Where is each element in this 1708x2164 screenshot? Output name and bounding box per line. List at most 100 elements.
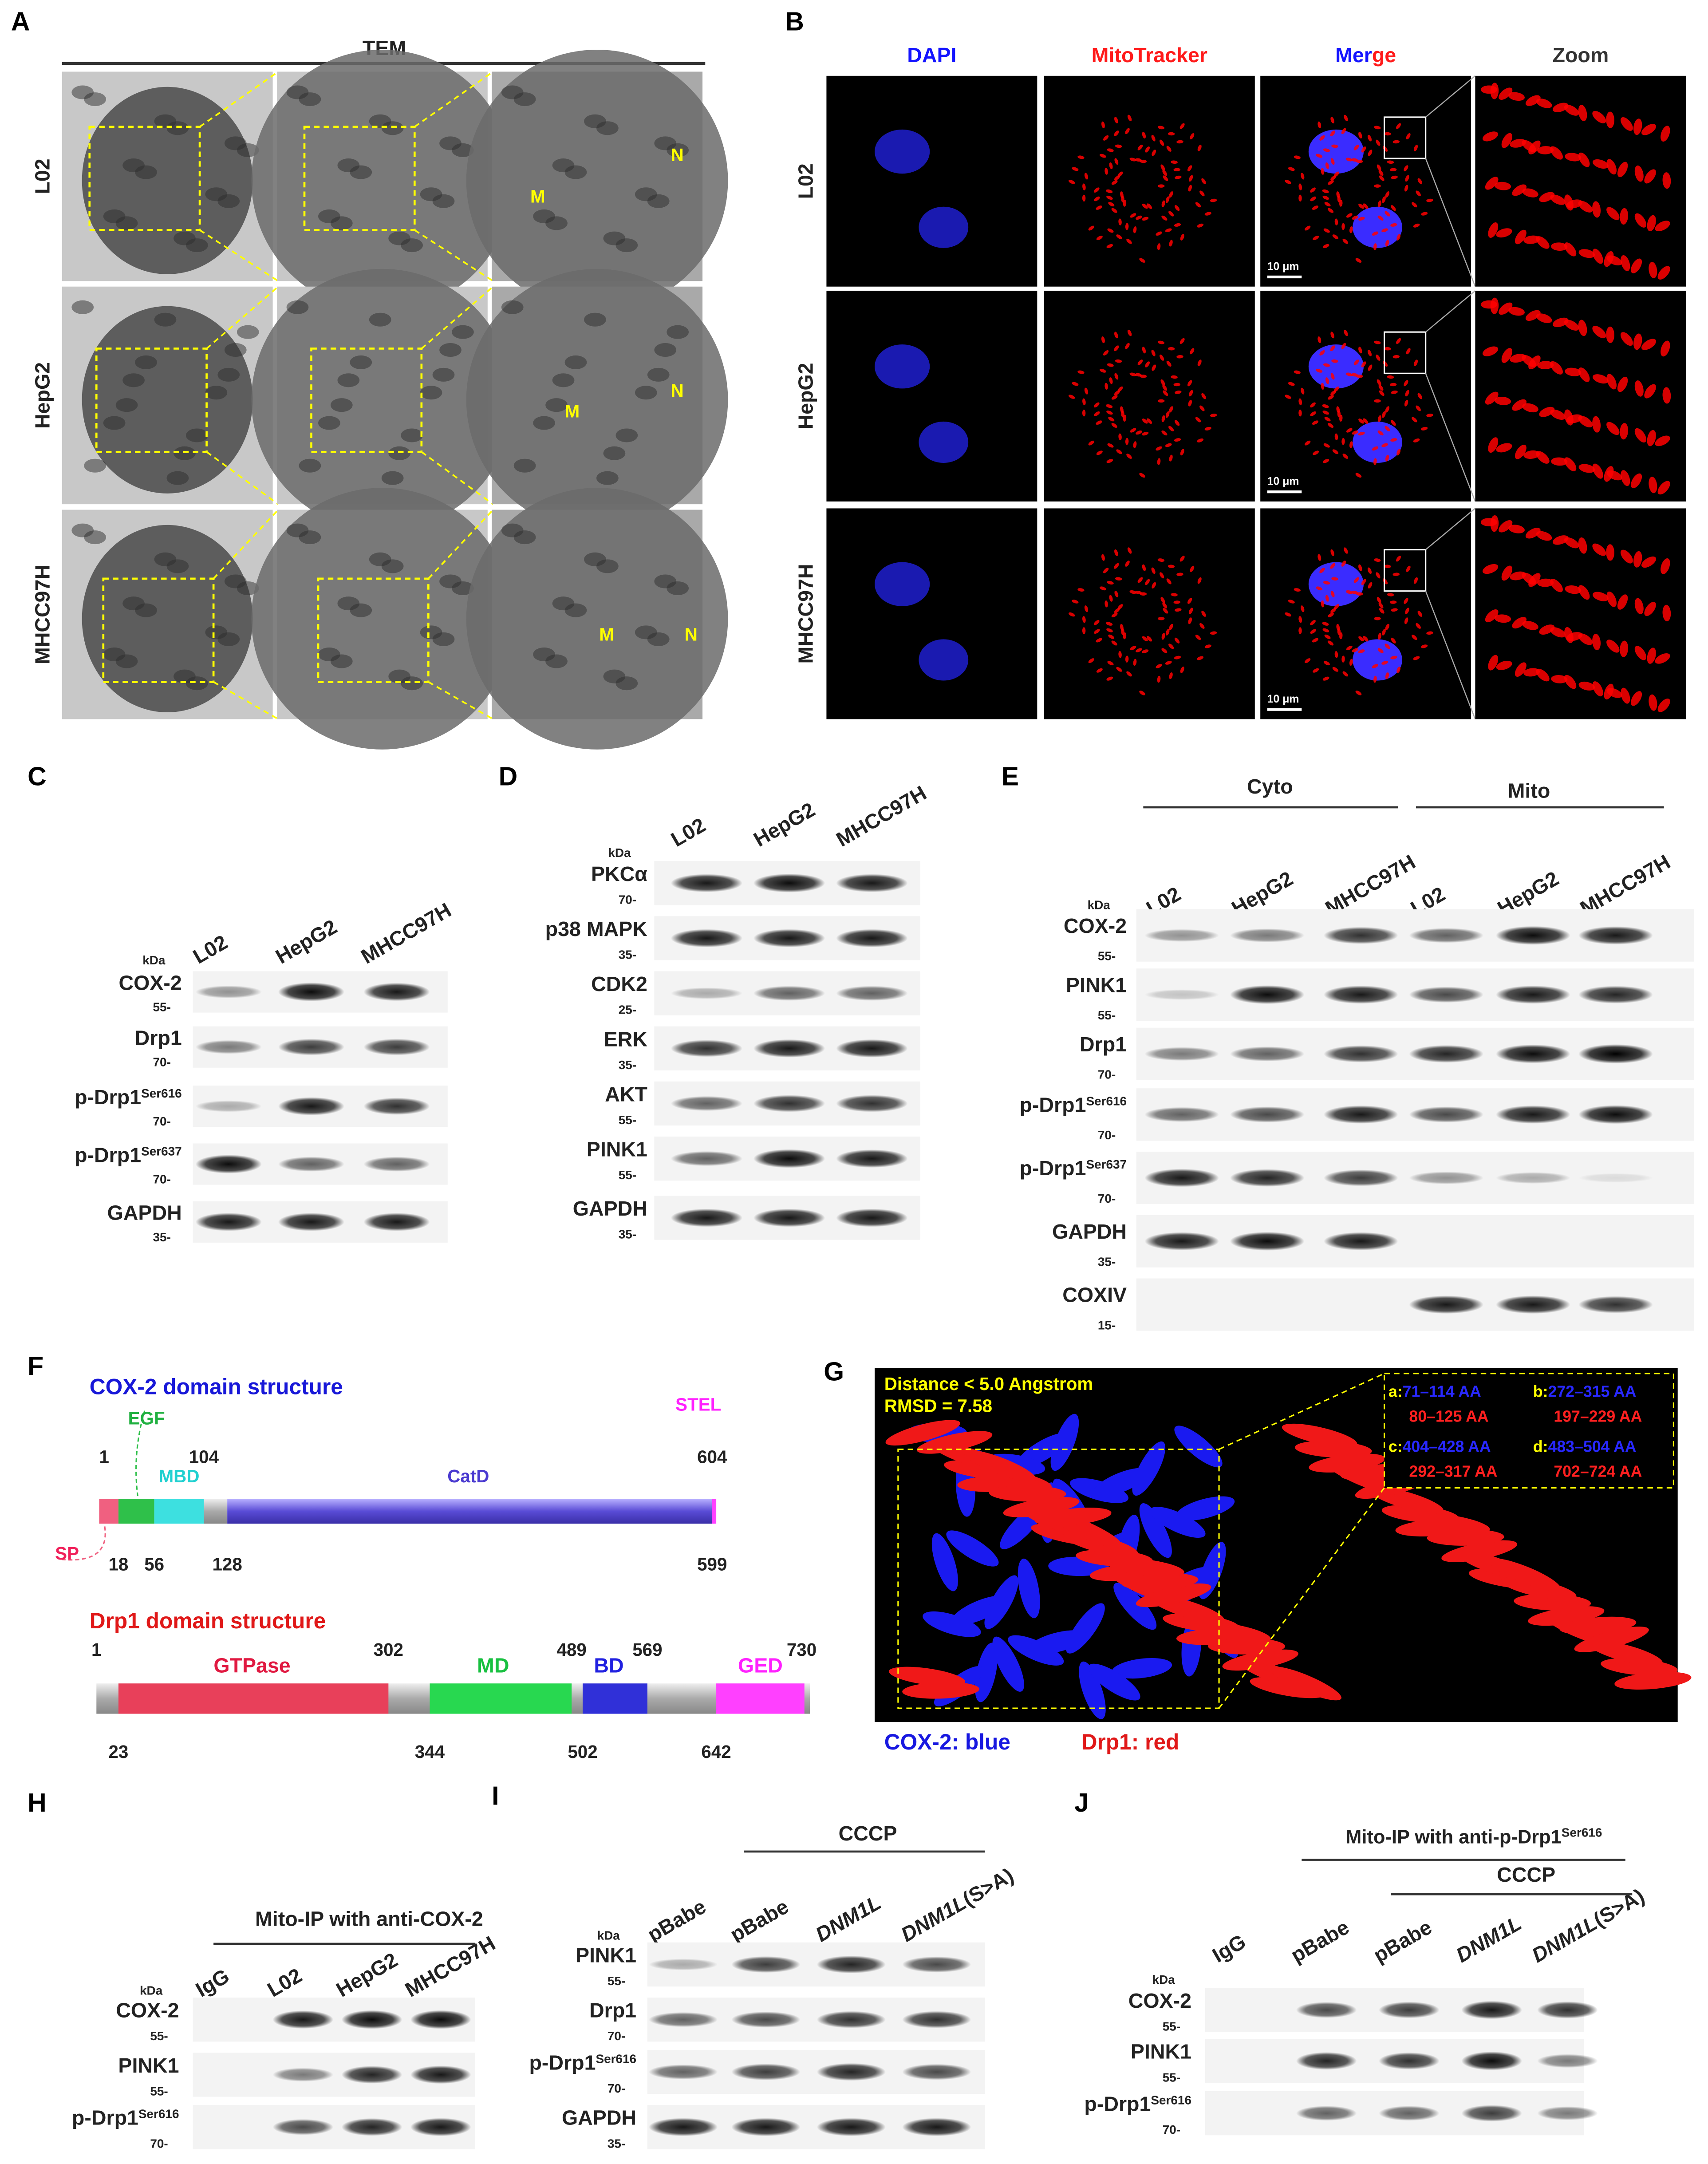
organelle bbox=[533, 416, 555, 430]
text-part: COX-2 bbox=[1128, 1989, 1191, 2012]
band bbox=[1578, 1173, 1653, 1183]
mitochondria bbox=[1140, 159, 1147, 163]
mitochondria bbox=[1174, 656, 1181, 659]
mitochondria bbox=[1634, 598, 1644, 615]
helix bbox=[1413, 1513, 1490, 1534]
blot-label: CDK2 bbox=[591, 972, 647, 995]
text-part: 1 bbox=[91, 1639, 101, 1660]
mitochondria bbox=[1130, 645, 1136, 651]
helix bbox=[1427, 1529, 1504, 1546]
residue: 1 bbox=[91, 1639, 101, 1660]
mitochondria bbox=[1168, 132, 1175, 136]
mitochondria bbox=[1114, 590, 1119, 597]
mitochondria bbox=[1133, 659, 1137, 666]
mitochondria bbox=[1390, 438, 1397, 442]
band bbox=[1230, 1232, 1305, 1251]
mitochondria bbox=[1387, 160, 1394, 164]
text-part: Ser616 bbox=[1086, 1094, 1127, 1108]
mitochondria bbox=[1187, 597, 1192, 604]
mitochondria bbox=[1142, 636, 1148, 642]
text-part: L02 bbox=[264, 1963, 306, 2001]
mitochondria bbox=[1116, 234, 1122, 240]
mitochondria bbox=[1405, 608, 1409, 614]
mitochondria bbox=[1294, 155, 1301, 159]
text-part: F bbox=[28, 1352, 43, 1381]
residue: 599 bbox=[697, 1554, 727, 1575]
mitochondria bbox=[1169, 240, 1173, 247]
mitochondria bbox=[1485, 609, 1499, 623]
helix bbox=[1528, 1606, 1605, 1626]
mitochondria bbox=[1175, 637, 1180, 644]
helix bbox=[964, 1450, 1036, 1482]
mitochondria bbox=[1094, 411, 1100, 416]
blot-label: ERK bbox=[604, 1027, 648, 1050]
mitochondria bbox=[1592, 249, 1603, 264]
mitochondria bbox=[1188, 617, 1192, 624]
mitochondria bbox=[1330, 332, 1334, 339]
mitochondria bbox=[1107, 148, 1114, 152]
mitochondria bbox=[1373, 243, 1377, 250]
mitochondria bbox=[1485, 391, 1499, 405]
mitochondria bbox=[1496, 443, 1512, 453]
domain bbox=[583, 1683, 647, 1714]
mitochondria bbox=[1077, 588, 1085, 592]
mitochondria bbox=[1285, 180, 1291, 184]
mitochondria bbox=[1404, 399, 1408, 407]
text-part: 35- bbox=[1098, 1255, 1116, 1269]
mitochondria bbox=[1126, 238, 1132, 244]
text-part: MHCC97H bbox=[832, 781, 931, 851]
column-label: MitoTracker bbox=[1092, 43, 1207, 67]
mitochondria bbox=[1649, 694, 1657, 711]
domain-label: EGF bbox=[128, 1408, 165, 1429]
mitochondria bbox=[1139, 258, 1145, 263]
fluorescence-image bbox=[1260, 75, 1471, 287]
band bbox=[1230, 985, 1305, 1004]
band bbox=[1230, 1169, 1305, 1187]
mitochondria bbox=[1501, 133, 1512, 148]
mitochondria bbox=[1298, 183, 1302, 190]
mitochondria bbox=[1151, 350, 1156, 356]
band bbox=[731, 2011, 801, 2028]
mitochondria bbox=[1391, 608, 1398, 612]
helix bbox=[946, 1530, 999, 1567]
band bbox=[278, 982, 345, 1002]
mitochondria bbox=[1499, 302, 1513, 315]
text-part: 70- bbox=[607, 2081, 625, 2095]
organelle bbox=[237, 143, 259, 157]
text-part: RMSD = 7.58 bbox=[884, 1396, 992, 1416]
mitochondria bbox=[1331, 577, 1338, 580]
mitochondria bbox=[1363, 203, 1369, 209]
mitochondria bbox=[1510, 571, 1526, 580]
mitochondria bbox=[1332, 234, 1339, 240]
mitochondria bbox=[1631, 258, 1642, 273]
band bbox=[1144, 1232, 1219, 1251]
helix bbox=[1501, 1577, 1577, 1600]
mitochondria bbox=[1396, 234, 1401, 241]
band bbox=[1409, 987, 1484, 1003]
text-part: 18 bbox=[109, 1554, 129, 1575]
mitochondria bbox=[1662, 172, 1671, 189]
zoom-line bbox=[414, 71, 494, 128]
mitochondria bbox=[1355, 258, 1362, 263]
mitochondria bbox=[1426, 631, 1433, 635]
mitochondria bbox=[1539, 624, 1555, 635]
mitochondria bbox=[1620, 208, 1629, 225]
mitochondria bbox=[1391, 175, 1398, 179]
organelle bbox=[401, 238, 423, 253]
mitochondria bbox=[1349, 659, 1353, 666]
mitochondria bbox=[1564, 105, 1579, 116]
mitochondria bbox=[1382, 411, 1386, 418]
text-part: b: bbox=[1533, 1383, 1548, 1401]
organelle bbox=[330, 654, 353, 668]
lane-label: HepG2 bbox=[272, 915, 341, 968]
band bbox=[671, 929, 743, 948]
organelle bbox=[420, 386, 442, 400]
panel-letter: B bbox=[785, 7, 804, 36]
mitochondria bbox=[1165, 443, 1172, 447]
mitochondria bbox=[1353, 359, 1359, 365]
helix bbox=[1195, 1622, 1271, 1643]
blot-label: PINK1 bbox=[1066, 973, 1127, 996]
organelle bbox=[381, 559, 404, 573]
organelle bbox=[452, 143, 474, 157]
band bbox=[195, 1100, 262, 1112]
